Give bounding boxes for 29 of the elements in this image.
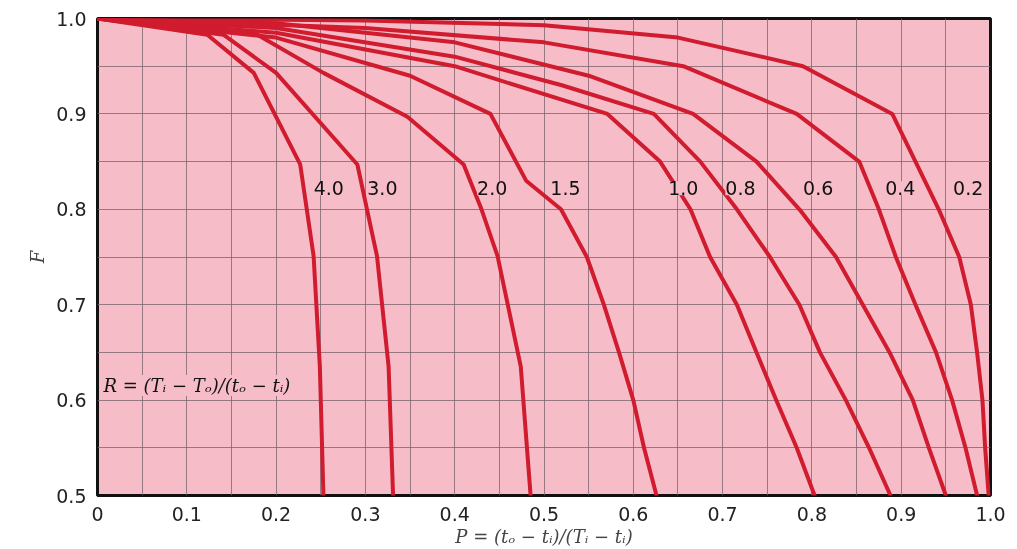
- y-tick-label: 0.8: [56, 198, 87, 221]
- x-tick-label: 0.5: [528, 502, 560, 525]
- annotation: 1.0: [668, 177, 699, 200]
- y-axis-title: F: [27, 249, 49, 265]
- x-tick-label: 0: [91, 502, 104, 525]
- annotation: 1.5: [550, 177, 581, 200]
- x-tick-label: 0.7: [707, 502, 738, 525]
- x-tick-label: 0.8: [796, 502, 828, 525]
- annotation: 0.8: [725, 177, 756, 200]
- y-tick-label: 0.7: [56, 293, 87, 316]
- y-tick-label: 1.0: [56, 7, 87, 30]
- x-axis-title: P = (tₒ − tᵢ)/(Tᵢ − tᵢ): [454, 525, 633, 547]
- annotation: R = (Tᵢ − Tₒ)/(tₒ − tᵢ): [102, 375, 291, 396]
- y-tick-label: 0.9: [56, 102, 87, 125]
- annotation: 2.0: [477, 177, 508, 200]
- x-tick-label: 0.1: [171, 502, 202, 525]
- x-tick-label: 1.0: [975, 502, 1006, 525]
- y-tick-label: 0.5: [56, 484, 87, 507]
- x-tick-label: 0.2: [260, 502, 292, 525]
- annotation: 4.0: [313, 177, 344, 200]
- x-tick-label: 0.9: [886, 502, 917, 525]
- x-tick-label: 0.4: [439, 502, 470, 525]
- annotation: 3.0: [367, 177, 398, 200]
- annotation: 0.6: [803, 177, 834, 200]
- annotation: 0.4: [885, 177, 916, 200]
- x-tick-label: 0.3: [350, 502, 381, 525]
- annotation: 0.2: [953, 177, 984, 200]
- x-tick-label: 0.6: [618, 502, 649, 525]
- y-tick-label: 0.6: [56, 389, 87, 412]
